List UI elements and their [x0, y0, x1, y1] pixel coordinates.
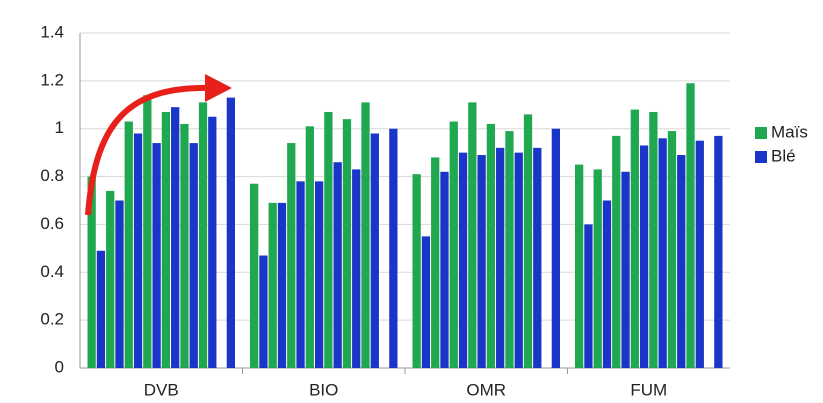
- x-tick-label: OMR: [466, 380, 506, 399]
- y-tick-label: 0.6: [40, 214, 64, 233]
- y-tick-label: 0.4: [40, 262, 64, 281]
- bar: [593, 169, 602, 368]
- bar: [152, 143, 161, 368]
- bar: [496, 147, 505, 368]
- bar: [575, 164, 584, 368]
- bar: [533, 147, 542, 368]
- bar: [124, 121, 133, 369]
- bar: [440, 171, 449, 368]
- bar: [612, 135, 621, 368]
- bar: [686, 83, 695, 368]
- y-tick-label: 0.8: [40, 166, 64, 185]
- bar: [695, 140, 704, 368]
- legend-swatch: [755, 127, 767, 139]
- bar: [714, 135, 723, 368]
- bar: [523, 114, 533, 368]
- x-tick-label: BIO: [309, 380, 338, 399]
- bar: [630, 109, 639, 369]
- bar: [189, 143, 198, 368]
- bar: [106, 190, 115, 368]
- bar: [268, 202, 277, 368]
- bar: [421, 236, 431, 368]
- legend-swatch: [755, 151, 767, 163]
- bar: [305, 126, 314, 368]
- bar: [412, 174, 421, 368]
- x-tick-label: DVB: [144, 380, 179, 399]
- bar: [208, 116, 217, 368]
- bar: [115, 200, 124, 368]
- bar: [477, 155, 486, 368]
- bar: [333, 162, 342, 368]
- legend-label: Maïs: [771, 122, 808, 141]
- bar: [324, 111, 333, 368]
- bar: [551, 128, 560, 368]
- bar: [602, 200, 612, 368]
- bar: [87, 176, 96, 368]
- bar: [161, 111, 171, 368]
- trend-arrow-head: [205, 74, 232, 102]
- y-tick-label: 0.2: [40, 310, 64, 329]
- bar: [621, 171, 630, 368]
- bar: [677, 155, 686, 368]
- bar: [389, 128, 398, 368]
- bar: [314, 181, 324, 368]
- bar: [639, 145, 649, 368]
- bar: [658, 138, 667, 368]
- bar: [180, 123, 189, 368]
- legend-label: Blé: [771, 146, 796, 165]
- bar: [143, 95, 152, 368]
- bar: [468, 102, 477, 369]
- bar: [431, 157, 440, 368]
- bar: [505, 131, 514, 368]
- bar: [342, 119, 352, 369]
- bar: [361, 102, 370, 369]
- bar: [133, 133, 143, 368]
- bar: [352, 169, 361, 368]
- y-tick-label: 0: [55, 357, 64, 376]
- bar: [287, 143, 296, 368]
- y-tick-label: 1: [55, 118, 64, 137]
- bar: [198, 102, 208, 369]
- bar: [458, 152, 468, 368]
- bar: [171, 107, 180, 368]
- bar: [584, 224, 593, 368]
- bar: [277, 202, 287, 368]
- y-tick-label: 1.2: [40, 70, 64, 89]
- bar: [96, 250, 106, 368]
- bar: [486, 123, 496, 368]
- trend-arrow: [85, 84, 216, 216]
- bar: [250, 183, 259, 368]
- bar: [259, 255, 268, 368]
- bar: [370, 133, 379, 368]
- plot-area: 0 0.2 0.4 0.6 0.8 1 1.2 1.4 DVB BIO OMR FUM Maïs Blé: [40, 22, 807, 399]
- y-tick-label: 1.4: [40, 22, 64, 41]
- bar: [296, 181, 305, 368]
- bar: [649, 111, 658, 368]
- bar: [514, 152, 523, 368]
- bar: [226, 97, 235, 368]
- x-tick-label: FUM: [630, 380, 667, 399]
- bar: [667, 131, 677, 368]
- bar: [449, 121, 458, 369]
